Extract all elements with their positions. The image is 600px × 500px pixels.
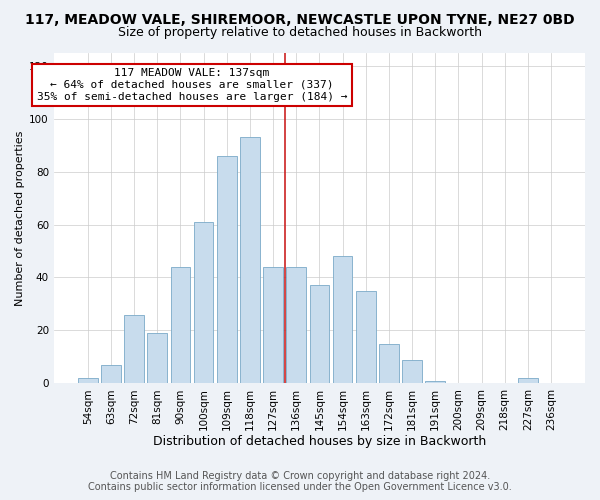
Bar	[194, 222, 214, 384]
Bar	[101, 365, 121, 384]
Bar	[379, 344, 399, 384]
Y-axis label: Number of detached properties: Number of detached properties	[15, 130, 25, 306]
X-axis label: Distribution of detached houses by size in Backworth: Distribution of detached houses by size …	[153, 434, 486, 448]
Text: 117 MEADOW VALE: 137sqm
← 64% of detached houses are smaller (337)
35% of semi-d: 117 MEADOW VALE: 137sqm ← 64% of detache…	[37, 68, 347, 102]
Bar	[148, 333, 167, 384]
Text: 117, MEADOW VALE, SHIREMOOR, NEWCASTLE UPON TYNE, NE27 0BD: 117, MEADOW VALE, SHIREMOOR, NEWCASTLE U…	[25, 12, 575, 26]
Bar	[78, 378, 98, 384]
Bar	[333, 256, 352, 384]
Bar	[356, 290, 376, 384]
Text: Size of property relative to detached houses in Backworth: Size of property relative to detached ho…	[118, 26, 482, 39]
Bar	[310, 286, 329, 384]
Text: Contains HM Land Registry data © Crown copyright and database right 2024.
Contai: Contains HM Land Registry data © Crown c…	[88, 471, 512, 492]
Bar	[263, 267, 283, 384]
Bar	[402, 360, 422, 384]
Bar	[124, 314, 144, 384]
Bar	[170, 267, 190, 384]
Bar	[518, 378, 538, 384]
Bar	[286, 267, 306, 384]
Bar	[240, 137, 260, 384]
Bar	[425, 380, 445, 384]
Bar	[217, 156, 236, 384]
